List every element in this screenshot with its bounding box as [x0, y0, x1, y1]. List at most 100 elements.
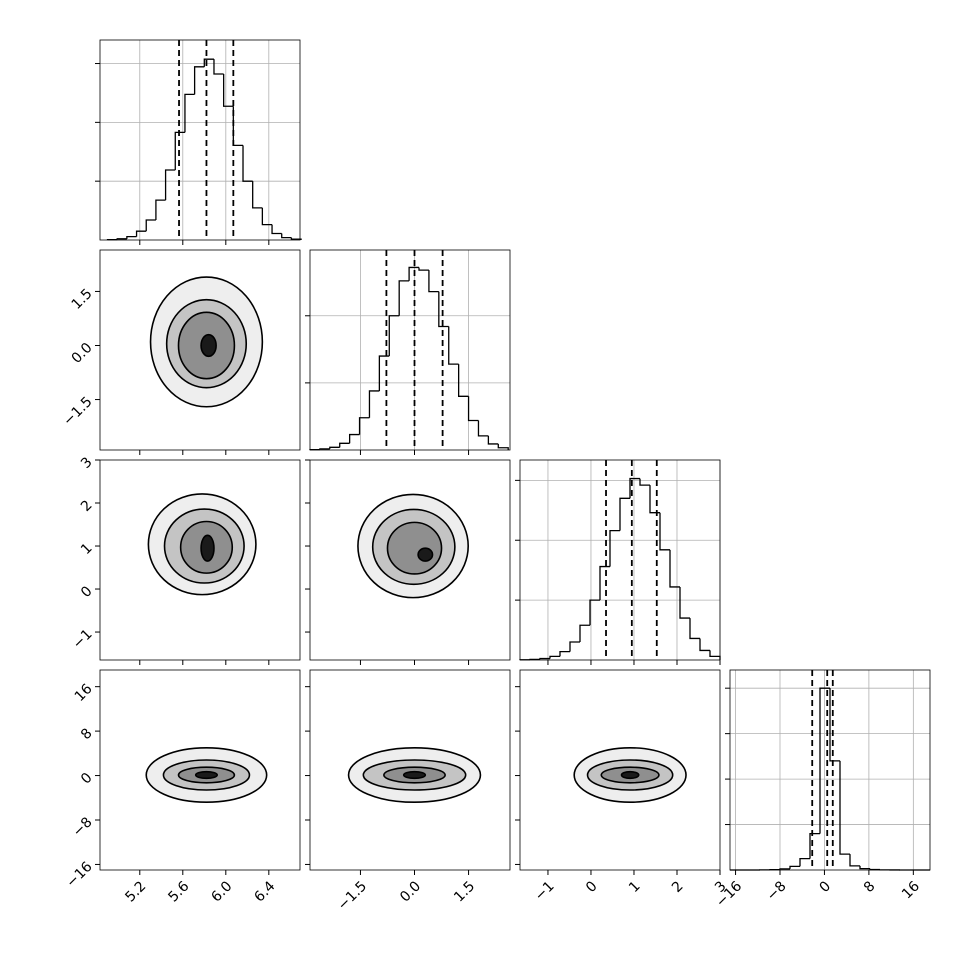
histogram-step [649, 485, 660, 514]
y-tick-label: 0 [78, 583, 96, 601]
panel-frame [729, 669, 931, 871]
histogram-step [252, 181, 263, 209]
histogram-step [859, 865, 870, 870]
histogram-step [438, 291, 449, 328]
y-tick-label: −8 [70, 814, 96, 840]
histogram-step [448, 326, 459, 365]
density-contour [402, 770, 427, 780]
histogram-step [539, 657, 550, 660]
histogram-step [497, 443, 509, 450]
panel-frame [309, 249, 511, 451]
histogram-step [467, 396, 479, 422]
histogram-step [599, 565, 610, 601]
histogram-step [839, 760, 850, 855]
histogram-step [232, 106, 244, 147]
histogram-step [679, 586, 690, 619]
y-tick-label: 2 [78, 497, 96, 515]
histogram-step [408, 266, 420, 281]
y-tick-label: −16 [63, 859, 95, 891]
histogram-step [659, 512, 670, 551]
histogram-step [619, 497, 630, 531]
panel-frame [519, 669, 721, 871]
histogram-step [579, 624, 590, 643]
x-tick-label: 6.0 [208, 878, 235, 905]
histogram-step [549, 655, 560, 659]
x-tick-label: 0 [816, 878, 834, 896]
x-tick-label: 0 [583, 878, 601, 896]
y-tick-label: 16 [72, 681, 96, 705]
y-tick-label: 0 [78, 770, 96, 788]
histogram-step [629, 477, 640, 499]
histogram-step [428, 270, 439, 293]
histogram-step [869, 868, 880, 871]
histogram-step [145, 219, 156, 232]
histogram-step [477, 420, 489, 437]
panel-frame [309, 459, 511, 661]
histogram-step [290, 237, 302, 240]
histogram-step [699, 638, 710, 652]
histogram-step [155, 199, 166, 220]
histogram-step [799, 857, 810, 867]
y-tick-label: 3 [78, 454, 96, 472]
panel-frame [99, 459, 301, 661]
histogram-step [126, 235, 137, 239]
histogram-step [398, 280, 410, 316]
histogram-step [589, 599, 600, 626]
histogram-step [203, 58, 214, 67]
density-contour [417, 547, 434, 562]
x-tick-label: −1 [532, 878, 558, 904]
histogram-step [569, 641, 580, 652]
x-tick-label: −1.5 [335, 878, 370, 913]
histogram-step [339, 442, 350, 448]
panel-frame [99, 669, 301, 871]
histogram-step [809, 832, 820, 859]
x-tick-label: −8 [764, 878, 790, 904]
histogram-step [184, 93, 195, 133]
histogram-step [271, 224, 282, 235]
panel-frame [99, 39, 301, 241]
histogram-step [609, 530, 620, 567]
panel-frame [309, 669, 511, 871]
histogram-step [193, 66, 205, 95]
histogram-step [779, 868, 790, 870]
x-tick-label: 1.5 [451, 878, 478, 905]
y-tick-label: 0.0 [69, 340, 96, 367]
x-tick-label: 16 [899, 878, 923, 902]
histogram-step [457, 364, 469, 397]
histogram-step [829, 688, 840, 762]
histogram-step [116, 238, 127, 240]
histogram-step [709, 650, 721, 660]
x-tick-label: 1 [626, 878, 644, 896]
density-contour [386, 521, 443, 575]
panel-frame [99, 249, 301, 451]
histogram-step [223, 74, 234, 107]
x-tick-label: 0.0 [397, 878, 424, 905]
x-tick-label: 6.4 [251, 878, 278, 905]
histogram-step [368, 390, 380, 418]
y-tick-label: 8 [78, 725, 96, 743]
histogram-step [348, 433, 360, 444]
panel-frame [519, 459, 721, 661]
histogram-step [281, 233, 292, 239]
histogram-step [261, 207, 273, 226]
histogram-step [669, 549, 680, 588]
y-tick-label: 1.5 [69, 286, 96, 313]
histogram-step [849, 854, 860, 867]
x-tick-label: 2 [669, 878, 687, 896]
histogram-step [319, 448, 330, 450]
histogram-step [559, 650, 570, 657]
histogram-step [164, 169, 176, 201]
histogram-step [689, 618, 700, 640]
y-tick-label: −1.5 [60, 394, 95, 429]
histogram-step [388, 315, 400, 357]
histogram-step [789, 865, 800, 869]
y-tick-label: −1 [70, 626, 96, 652]
x-tick-label: 5.2 [122, 878, 149, 905]
histogram-step [378, 355, 390, 391]
x-tick-label: 5.6 [165, 878, 192, 905]
histogram-step [213, 59, 224, 75]
density-contour [194, 770, 219, 780]
y-tick-label: 1 [78, 540, 96, 558]
histogram-step [174, 131, 185, 170]
